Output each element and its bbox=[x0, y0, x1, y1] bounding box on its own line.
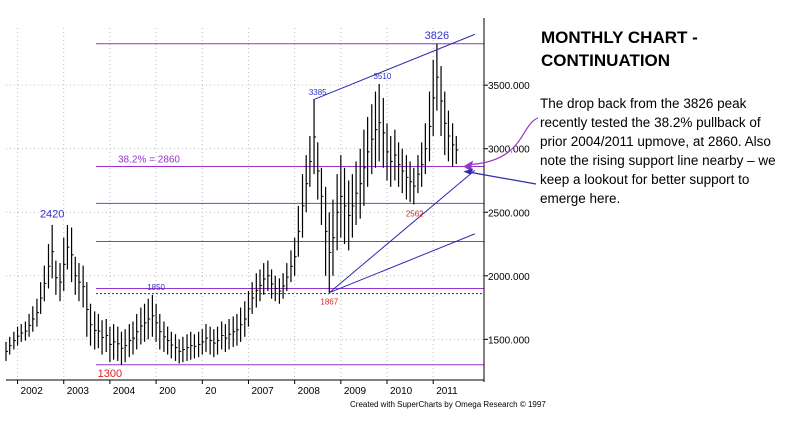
price-annotation: 2562 bbox=[406, 209, 424, 218]
y-tick-label: 3000.000 bbox=[488, 145, 530, 156]
x-tick-label: 2003 bbox=[67, 386, 90, 397]
y-tick-label: 1500.000 bbox=[488, 335, 530, 346]
x-tick-label: 200 bbox=[159, 386, 176, 397]
x-tick-label: 2008 bbox=[298, 386, 321, 397]
price-annotation: 3385 bbox=[309, 88, 327, 97]
y-tick-label: 3500.000 bbox=[488, 81, 530, 92]
x-tick-label: 20 bbox=[205, 386, 217, 397]
y-tick-label: 2000.000 bbox=[488, 272, 530, 283]
chart-credit: Created with SuperCharts by Omega Resear… bbox=[350, 400, 546, 409]
x-tick-label: 2007 bbox=[251, 386, 274, 397]
fib-levels: 38.2% = 2860 bbox=[96, 43, 484, 366]
callout-arrow-fib bbox=[471, 117, 539, 166]
x-tick-label: 2011 bbox=[436, 386, 458, 397]
trendlines bbox=[312, 33, 476, 294]
commentary-text: The drop back from the 3826 peak recentl… bbox=[540, 96, 776, 206]
chart-title: MONTHLY CHART - CONTINUATION bbox=[541, 28, 698, 70]
price-bars bbox=[5, 43, 459, 365]
callout-arrows bbox=[463, 117, 539, 185]
trendline bbox=[328, 169, 476, 294]
level-label: 38.2% = 2860 bbox=[118, 155, 180, 166]
y-tick-label: 2500.000 bbox=[488, 208, 530, 219]
price-annotation: 3826 bbox=[425, 30, 449, 42]
x-tick-label: 2004 bbox=[113, 386, 136, 397]
x-tick-label: 2002 bbox=[21, 386, 44, 397]
price-annotation: 3510 bbox=[373, 72, 391, 81]
price-annotation: 1300 bbox=[98, 368, 122, 380]
price-annotation: 2420 bbox=[40, 208, 64, 220]
chart-annotations: 3826 3385 3510 2420 1850 2562 1867 1300 bbox=[40, 30, 449, 380]
price-annotation: 1867 bbox=[320, 298, 338, 307]
callout-arrowhead-support bbox=[463, 168, 474, 175]
trendline bbox=[312, 33, 475, 101]
trendline bbox=[329, 233, 475, 294]
x-tick-label: 2009 bbox=[344, 386, 367, 397]
axes: 3500.000 3000.000 2500.000 2000.000 1500.000… bbox=[6, 18, 530, 397]
x-tick-label: 2010 bbox=[390, 386, 413, 397]
callout-arrow-support bbox=[471, 171, 537, 185]
price-annotation: 1850 bbox=[147, 283, 165, 292]
